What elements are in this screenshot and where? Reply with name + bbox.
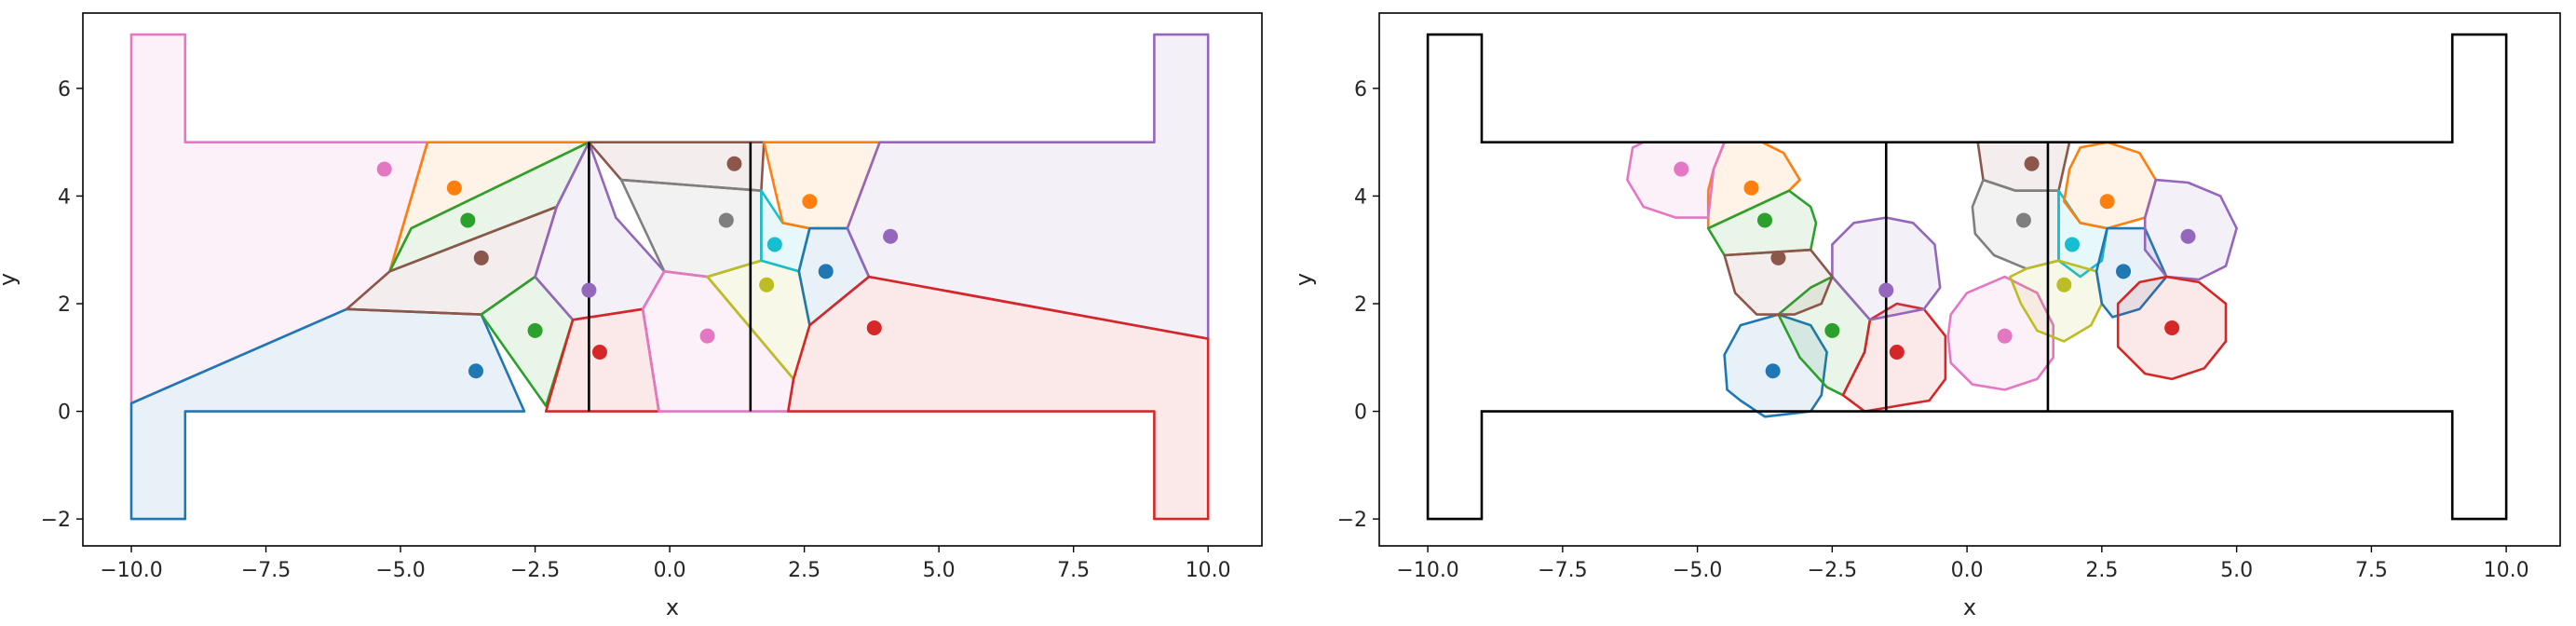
x-ticks-left: −10.0 −7.5 −5.0 −2.5 0.0 2.5 5.0 7.5 10.0 [100, 546, 1231, 582]
data-point-8 [1997, 328, 2013, 344]
data-point-13 [2056, 277, 2072, 293]
data-point-10 [718, 212, 734, 228]
x-tick-label: 10.0 [2484, 559, 2529, 582]
data-point-15 [2180, 228, 2196, 244]
data-point-0 [468, 363, 483, 379]
data-point-1 [446, 180, 462, 196]
y-axis-label-left: y [0, 273, 20, 286]
data-point-14 [818, 264, 834, 279]
y-ticks-right: −2 0 2 4 6 [1337, 78, 1379, 532]
data-point-6 [473, 250, 489, 265]
data-point-4 [1889, 345, 1905, 360]
data-point-11 [766, 237, 782, 252]
cell-6 [1723, 248, 1834, 316]
cell-7 [1626, 141, 1726, 219]
x-tick-label: −2.5 [1808, 559, 1857, 582]
x-tick-label: 2.5 [2085, 559, 2118, 582]
x-tick-label: 7.5 [1057, 559, 1090, 582]
data-point-2 [1756, 212, 1772, 228]
data-point-14 [2116, 264, 2132, 279]
y-tick-label: 2 [58, 293, 71, 317]
data-point-3 [1824, 322, 1840, 338]
data-point-5 [581, 282, 597, 298]
y-tick-label: 2 [1354, 293, 1367, 317]
y-tick-label: −2 [41, 509, 71, 532]
data-point-8 [699, 328, 715, 344]
point-layer-left [376, 156, 899, 379]
domain-boundary [1426, 33, 2508, 521]
subplot-left: −10.0 −7.5 −5.0 −2.5 0.0 2.5 5.0 7.5 10.0 −2 0 2 4 6… [0, 12, 1263, 620]
y-tick-label: 6 [1354, 78, 1367, 102]
x-tick-label: 0.0 [654, 559, 686, 582]
cell-15 [846, 33, 1210, 340]
y-tick-label: 0 [58, 401, 71, 425]
data-point-10 [2015, 212, 2031, 228]
data-point-12 [2099, 194, 2115, 210]
x-tick-label: −5.0 [375, 559, 425, 582]
data-point-0 [1765, 363, 1781, 379]
x-tick-label: 5.0 [923, 559, 956, 582]
axes-frame-right [1378, 12, 2561, 547]
data-point-11 [2065, 237, 2081, 252]
data-point-16 [866, 320, 882, 335]
y-tick-label: 0 [1354, 401, 1367, 425]
data-point-12 [802, 194, 818, 210]
x-tick-label: −2.5 [510, 559, 560, 582]
x-axis-label-left: x [666, 594, 679, 620]
data-point-9 [726, 156, 742, 171]
cell-10 [1971, 178, 2060, 270]
data-point-6 [1770, 250, 1786, 265]
y-tick-label: 4 [58, 185, 71, 209]
y-axis-label-right: y [1291, 273, 1317, 286]
cell-layer-left [129, 33, 1210, 521]
x-tick-label: 0.0 [1951, 559, 1984, 582]
domain-layer-right [1426, 33, 2508, 521]
cell-14 [2095, 226, 2168, 319]
x-tick-label: −10.0 [100, 559, 162, 582]
data-point-1 [1743, 180, 1759, 196]
data-point-3 [527, 322, 543, 338]
y-ticks-left: −2 0 2 4 6 [41, 78, 83, 532]
data-point-4 [591, 345, 607, 360]
x-tick-label: −5.0 [1673, 559, 1722, 582]
data-point-16 [2164, 320, 2180, 335]
cell-13 [2009, 259, 2104, 343]
point-layer-right [1674, 156, 2196, 379]
data-point-7 [1674, 161, 1689, 177]
x-tick-label: 5.0 [2220, 559, 2253, 582]
y-tick-label: 6 [58, 78, 71, 102]
x-tick-label: 2.5 [788, 559, 820, 582]
y-tick-label: −2 [1337, 509, 1367, 532]
subplot-right: −10.0 −7.5 −5.0 −2.5 0.0 2.5 5.0 7.5 10.0 −2 0 2 4 6… [1291, 12, 2561, 620]
cell-12 [2063, 141, 2158, 230]
data-point-9 [2024, 156, 2040, 171]
x-axis-label-right: x [1963, 594, 1976, 620]
data-point-2 [460, 212, 476, 228]
cell-layer-right [1626, 141, 2238, 418]
x-tick-label: −7.5 [1538, 559, 1587, 582]
y-tick-label: 4 [1354, 185, 1367, 209]
cell-16 [786, 275, 1210, 521]
x-tick-label: −7.5 [241, 559, 291, 582]
x-tick-label: 7.5 [2355, 559, 2388, 582]
data-point-7 [376, 161, 392, 177]
data-point-13 [759, 277, 775, 293]
data-point-15 [883, 228, 899, 244]
axes-frame-left [82, 12, 1263, 547]
domain-layer-left [588, 142, 752, 412]
data-point-5 [1878, 282, 1894, 298]
x-ticks-right: −10.0 −7.5 −5.0 −2.5 0.0 2.5 5.0 7.5 10.0 [1396, 546, 2529, 582]
x-tick-label: −10.0 [1396, 559, 1458, 582]
x-tick-label: 10.0 [1186, 559, 1231, 582]
